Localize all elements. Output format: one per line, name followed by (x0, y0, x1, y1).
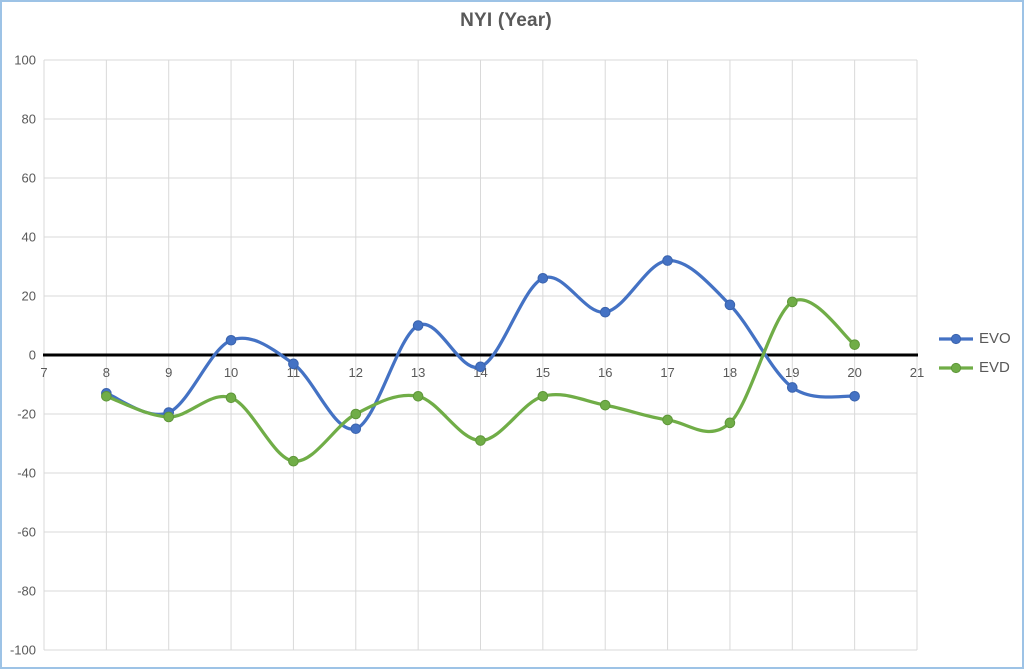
legend-label-evo: EVO (979, 330, 1011, 347)
x-axis-tick-label: 15 (536, 365, 550, 380)
series-marker-evo[interactable] (662, 255, 673, 266)
series-marker-evo[interactable] (849, 391, 860, 402)
series-marker-evd[interactable] (849, 339, 860, 350)
y-axis-tick-label: 20 (22, 289, 36, 304)
y-axis-tick-label: 100 (14, 53, 36, 68)
series-marker-evd[interactable] (475, 435, 486, 446)
series-marker-evd[interactable] (350, 408, 362, 420)
x-axis-tick-label: 10 (224, 365, 238, 380)
series-marker-evd[interactable] (537, 391, 549, 402)
series-marker-evo[interactable] (412, 320, 424, 331)
x-axis-tick-label: 13 (411, 365, 425, 380)
x-axis-tick-label: 9 (165, 365, 172, 380)
x-axis-tick-label: 19 (785, 365, 799, 380)
series-marker-evd[interactable] (412, 391, 424, 402)
legend-swatch-evo-icon (939, 333, 973, 344)
series-marker-evd[interactable] (786, 296, 798, 308)
series-marker-evd[interactable] (101, 391, 112, 402)
chart-title: NYI (Year) (460, 10, 552, 31)
x-axis-tick-label: 16 (598, 365, 612, 380)
series-marker-evd[interactable] (225, 392, 237, 404)
series-marker-evo[interactable] (225, 334, 237, 346)
x-axis-tick-label: 8 (103, 365, 110, 380)
legend: EVO EVD (938, 331, 1011, 375)
series-marker-evo[interactable] (599, 306, 611, 318)
x-axis-tick-label: 7 (40, 365, 47, 380)
legend-item-evd[interactable]: EVD (938, 360, 1011, 375)
y-axis-tick-label: -60 (17, 525, 36, 540)
y-axis-tick-label: -100 (10, 643, 36, 658)
y-axis-tick-label: -20 (17, 407, 36, 422)
series-marker-evd[interactable] (163, 411, 175, 423)
y-axis-tick-label: 60 (22, 171, 36, 186)
series-marker-evo[interactable] (724, 299, 736, 311)
x-axis-tick-label: 18 (723, 365, 737, 380)
series-marker-evd[interactable] (724, 417, 736, 429)
series-marker-evo[interactable] (288, 358, 299, 370)
legend-label-evd: EVD (979, 359, 1010, 376)
x-axis-tick-label: 12 (349, 365, 363, 380)
x-axis-tick-label: 20 (847, 365, 861, 380)
series-marker-evo[interactable] (537, 273, 549, 284)
x-axis-tick-label: 17 (660, 365, 674, 380)
series-marker-evd[interactable] (288, 455, 299, 467)
y-axis-tick-label: -80 (17, 584, 36, 599)
legend-swatch-evd-icon (939, 362, 973, 373)
y-axis-tick-label: 80 (22, 112, 36, 127)
y-axis-tick-label: 40 (22, 230, 36, 245)
x-axis-tick-label: 21 (910, 365, 924, 380)
series-marker-evd[interactable] (662, 414, 673, 426)
series-marker-evd[interactable] (599, 399, 611, 411)
series-marker-evo[interactable] (786, 382, 798, 393)
series-marker-evo[interactable] (350, 423, 362, 435)
y-axis-tick-label: -40 (17, 466, 36, 481)
y-axis-tick-label: 0 (29, 348, 36, 363)
series-marker-evo[interactable] (475, 361, 486, 373)
legend-item-evo[interactable]: EVO (938, 331, 1011, 346)
